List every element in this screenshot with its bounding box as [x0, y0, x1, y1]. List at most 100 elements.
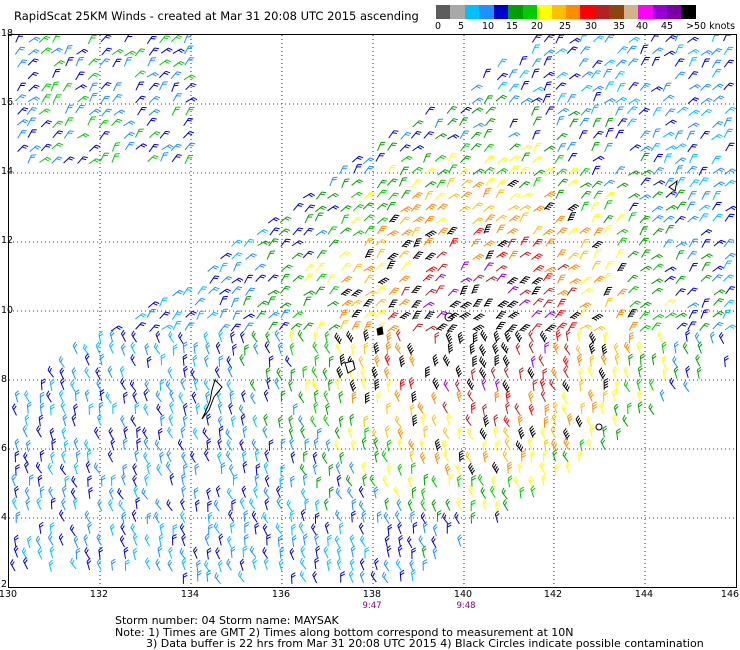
wind-barb — [673, 366, 679, 379]
wind-barb — [651, 278, 664, 285]
wind-barb — [638, 107, 650, 115]
wind-barb-stroke — [651, 322, 662, 331]
wind-barb-stroke — [455, 379, 461, 393]
wind-barb — [172, 48, 185, 54]
wind-barb-stroke — [112, 58, 122, 68]
wind-barb — [123, 391, 128, 404]
wind-barb — [552, 401, 558, 414]
wind-barb — [543, 287, 555, 295]
wind-barb-stroke — [249, 379, 256, 392]
wind-barb — [361, 510, 367, 523]
wind-barb-stroke — [539, 377, 546, 391]
wind-barb — [323, 546, 329, 559]
wind-barb-stroke — [364, 546, 370, 559]
legend-swatch — [638, 5, 653, 19]
lat-label: 10 — [1, 305, 14, 316]
wind-barb — [507, 179, 520, 188]
wind-barb-stroke — [724, 324, 737, 331]
wind-barb — [100, 82, 112, 90]
wind-barb-stroke — [74, 389, 80, 402]
wind-barb-stroke — [51, 156, 63, 164]
wind-barb — [543, 34, 555, 43]
wind-barb — [507, 311, 520, 319]
wind-barb — [277, 535, 283, 548]
wind-barb — [227, 535, 232, 548]
wind-barb-stroke — [398, 177, 408, 187]
wind-barb — [159, 35, 170, 44]
wind-barb-stroke — [340, 288, 353, 296]
wind-barb — [518, 426, 525, 440]
wind-barb-stroke — [350, 191, 363, 198]
wind-barb — [341, 214, 350, 224]
wind-barb-stroke — [604, 261, 614, 270]
wind-barb-stroke — [36, 425, 42, 438]
wind-barb — [652, 228, 664, 236]
wind-barb — [274, 377, 280, 390]
wind-barb-stroke — [374, 450, 380, 463]
wind-barb — [579, 227, 591, 234]
wind-barb — [501, 342, 509, 354]
wind-barb-stroke — [447, 118, 459, 126]
wind-barb — [455, 379, 461, 393]
wind-barb-stroke — [47, 462, 54, 475]
wind-barb — [299, 557, 307, 570]
wind-map[interactable] — [8, 31, 738, 588]
wind-barb-stroke — [417, 402, 424, 414]
wind-barb-stroke — [38, 35, 51, 43]
wind-barb — [75, 547, 81, 560]
wind-barb — [361, 461, 367, 474]
wind-barb-stroke — [39, 156, 52, 163]
wind-barb — [147, 154, 159, 162]
wind-barb — [530, 355, 536, 368]
wind-barb — [663, 153, 672, 163]
wind-barb-stroke — [120, 523, 126, 536]
wind-barb — [364, 274, 374, 284]
wind-barb-stroke — [291, 534, 297, 547]
wind-barb-stroke — [10, 559, 16, 572]
wind-barb-stroke — [341, 214, 350, 224]
wind-barb-stroke — [485, 250, 495, 260]
wind-barb — [93, 462, 101, 474]
wind-barb — [483, 95, 494, 104]
wind-barb-stroke — [562, 355, 569, 368]
wind-barb-stroke — [472, 298, 483, 308]
wind-barb-stroke — [614, 71, 625, 80]
wind-barb-stroke — [172, 320, 182, 331]
wind-barb — [321, 451, 328, 464]
wind-barb-stroke — [528, 330, 534, 343]
wind-barb — [723, 355, 729, 368]
wind-barb-stroke — [518, 367, 524, 380]
wind-barb — [265, 366, 271, 379]
wind-barb-stroke — [589, 425, 595, 438]
wind-barb — [469, 342, 475, 355]
wind-barb-stroke — [485, 214, 496, 223]
wind-barb-stroke — [268, 439, 274, 451]
wind-barb-stroke — [598, 367, 606, 380]
wind-barb — [521, 97, 533, 104]
wind-barb-stroke — [543, 202, 555, 210]
wind-barb — [593, 227, 604, 236]
wind-barb-stroke — [207, 511, 213, 524]
wind-barb-stroke — [89, 144, 101, 152]
wind-barb-stroke — [556, 168, 568, 176]
wind-barb-stroke — [567, 94, 577, 103]
wind-barb — [700, 274, 712, 282]
wind-barb — [466, 378, 475, 391]
wind-barb — [549, 378, 556, 391]
wind-barb-stroke — [508, 155, 521, 162]
wind-barb-stroke — [288, 426, 294, 440]
wind-barb — [443, 450, 450, 463]
wind-barb-stroke — [345, 474, 353, 487]
wind-barb — [193, 378, 199, 391]
wind-barb-stroke — [652, 313, 665, 320]
wind-barb-stroke — [28, 96, 41, 102]
wind-barb-stroke — [203, 378, 210, 391]
wind-barb — [47, 365, 54, 378]
wind-barb-stroke — [652, 47, 664, 55]
wind-barb-stroke — [291, 240, 304, 247]
wind-barb — [327, 192, 340, 199]
wind-barb-stroke — [135, 497, 141, 510]
wind-barb-stroke — [665, 224, 675, 234]
wind-barb — [83, 534, 89, 547]
wind-barb-stroke — [700, 309, 709, 319]
